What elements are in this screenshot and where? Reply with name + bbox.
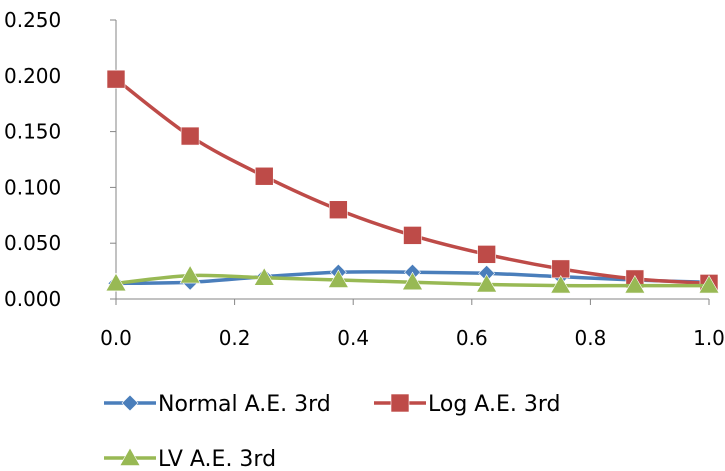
legend-label: Normal A.E. 3rd (158, 392, 331, 417)
x-tick-label: 0.0 (100, 326, 132, 350)
data-point (550, 275, 572, 294)
data-point (403, 226, 422, 245)
data-point (254, 166, 274, 186)
data-point (401, 271, 424, 291)
data-point (179, 264, 201, 284)
x-tick-label: 0.6 (456, 326, 488, 350)
data-point (180, 126, 200, 146)
legend-entry: LV A.E. 3rd (104, 447, 276, 471)
axes (115, 20, 709, 300)
y-tick-label: 0.250 (4, 8, 61, 32)
data-point (327, 269, 349, 288)
x-ticks: 0.0 0.2 0.4 0.6 0.8 1.0 (100, 299, 725, 350)
data-point (477, 245, 496, 264)
y-tick-label: 0.000 (4, 287, 61, 311)
legend: Normal A.E. 3rd Log A.E. 3rd LV A.E. 3rd (104, 392, 560, 471)
y-tick-label: 0.200 (4, 64, 61, 88)
x-tick-label: 0.8 (574, 326, 606, 350)
legend-label: LV A.E. 3rd (158, 447, 276, 471)
y-tick-label: 0.100 (4, 175, 61, 199)
data-point (106, 69, 126, 89)
x-tick-label: 0.4 (337, 326, 369, 350)
series-2 (106, 69, 719, 293)
series-line (114, 77, 711, 286)
legend-swatch-marker (119, 447, 141, 466)
data-point (476, 273, 498, 293)
legend-label: Log A.E. 3rd (428, 392, 560, 417)
legend-entry: Normal A.E. 3rd (104, 392, 331, 417)
y-tick-label: 0.150 (4, 120, 61, 144)
data-point (624, 275, 646, 294)
data-point (329, 200, 348, 220)
legend-entry: Log A.E. 3rd (374, 392, 560, 417)
data-point (698, 275, 720, 294)
series-3 (105, 264, 720, 294)
legend-swatch-marker (121, 394, 139, 412)
data-point (253, 267, 275, 286)
y-tick-label: 0.050 (4, 231, 61, 255)
x-tick-label: 1.0 (693, 326, 725, 350)
plot-series (105, 69, 720, 294)
legend-swatch-marker (390, 393, 410, 413)
data-point (105, 272, 127, 292)
x-tick-label: 0.2 (219, 326, 251, 350)
y-ticks: 0.000 0.050 0.100 0.150 0.200 0.250 (4, 8, 116, 311)
